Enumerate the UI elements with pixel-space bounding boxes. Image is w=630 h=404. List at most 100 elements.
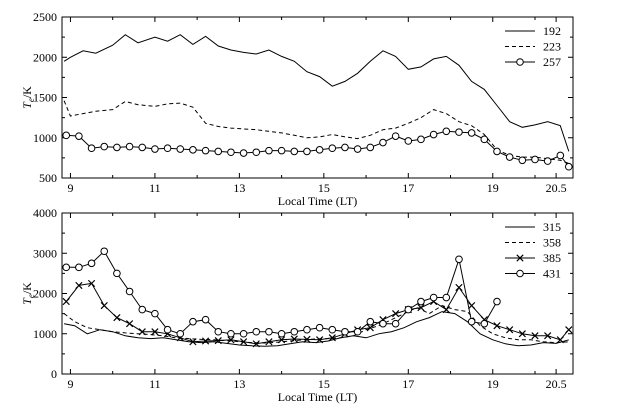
x-axis-title: Local Time (LT) — [278, 390, 358, 404]
plot-area — [62, 247, 573, 348]
data-point-431 — [100, 247, 109, 256]
data-point-385 — [417, 303, 425, 312]
plot-frame — [61, 212, 574, 375]
data-point-431 — [87, 259, 96, 268]
plot-area — [62, 34, 573, 171]
data-point-257 — [176, 145, 185, 153]
data-point-385 — [87, 279, 96, 288]
series-223 — [63, 100, 569, 164]
data-point-257 — [404, 137, 413, 145]
data-point-257 — [366, 143, 375, 152]
data-point-385 — [328, 334, 336, 342]
data-point-385 — [455, 283, 463, 292]
data-point-385 — [62, 297, 70, 306]
data-point-385 — [277, 336, 286, 344]
data-point-257 — [265, 146, 273, 155]
data-point-431 — [239, 329, 248, 338]
data-point-385 — [290, 335, 298, 343]
x-tick-label: 19 — [487, 181, 499, 195]
x-tick-label: 9 — [67, 181, 73, 195]
series-192 — [63, 34, 570, 152]
data-point-257 — [113, 143, 121, 152]
data-point-431 — [467, 317, 476, 326]
series-257 — [62, 127, 573, 171]
y-axis-unit: /K — [20, 282, 34, 294]
data-point-385 — [214, 336, 222, 345]
data-point-431 — [493, 297, 501, 306]
series-line-192 — [63, 34, 570, 152]
data-point-257 — [531, 155, 539, 164]
x-tick-label: 11 — [149, 181, 161, 195]
data-point-257 — [87, 144, 96, 153]
data-point-431 — [341, 327, 349, 336]
y-axis-title: Te/K — [20, 282, 36, 305]
data-point-431 — [113, 269, 121, 278]
data-point-431 — [315, 323, 324, 332]
x-tick-label: 15 — [318, 181, 330, 195]
data-point-385 — [252, 340, 260, 348]
data-point-257 — [75, 132, 83, 140]
x-tick-label: 20.5 — [546, 377, 567, 391]
legend-label-223: 223 — [543, 40, 561, 54]
data-point-257 — [163, 144, 172, 153]
data-point-385 — [518, 330, 526, 338]
data-point-385 — [138, 328, 146, 336]
data-point-257 — [429, 130, 438, 139]
data-point-257 — [62, 131, 71, 140]
data-point-257 — [189, 146, 197, 154]
y-tick-label: 2500 — [33, 10, 57, 24]
data-point-257 — [138, 143, 147, 152]
data-point-431 — [442, 293, 451, 302]
data-point-431 — [62, 263, 71, 272]
y-tick-label: 4000 — [33, 206, 57, 220]
x-tick-label: 9 — [67, 377, 73, 391]
bottom-panel: 9 11 13 15 17 19 20.5 0 1000 2000 3000 4000 Local Ti… — [20, 206, 574, 404]
y-axis-subscript: e — [26, 294, 36, 298]
data-point-385 — [75, 281, 83, 290]
data-point-257 — [328, 144, 337, 153]
y-tick-label: 1000 — [33, 131, 57, 145]
data-point-385 — [531, 332, 539, 340]
data-point-385 — [506, 326, 514, 334]
data-point-257 — [518, 156, 527, 165]
data-point-431 — [138, 305, 147, 314]
data-point-431 — [151, 309, 159, 318]
data-point-385 — [493, 322, 501, 330]
data-point-257 — [341, 143, 349, 152]
data-point-431 — [366, 317, 375, 326]
data-point-257 — [214, 147, 223, 156]
legend-label-431: 431 — [543, 267, 561, 281]
data-point-431 — [252, 327, 261, 336]
x-tick-label: 20.5 — [546, 181, 567, 195]
legend-marker-385 — [516, 254, 524, 262]
y-axis-subscript: e — [26, 98, 36, 102]
data-point-431 — [290, 327, 299, 336]
data-point-257 — [564, 162, 573, 171]
data-point-257 — [252, 148, 261, 157]
data-point-385 — [100, 301, 108, 310]
data-point-257 — [239, 149, 248, 157]
data-point-431 — [303, 325, 311, 334]
legend-label-358: 358 — [543, 236, 561, 250]
y-tick-label: 500 — [39, 171, 57, 185]
series-385 — [62, 279, 573, 348]
data-point-385 — [442, 305, 450, 314]
series-line-315 — [64, 311, 569, 347]
data-point-257 — [556, 151, 565, 160]
data-point-257 — [303, 147, 311, 156]
y-axis-unit: /K — [20, 86, 34, 98]
data-point-385 — [125, 320, 134, 328]
legend-label-192: 192 — [543, 24, 561, 38]
x-tick-label: 17 — [402, 377, 414, 391]
x-tick-label: 11 — [149, 377, 161, 391]
data-point-257 — [543, 157, 552, 165]
y-tick-label: 0 — [51, 367, 57, 381]
data-point-431 — [480, 319, 489, 328]
data-point-431 — [265, 327, 273, 336]
series-line-385 — [65, 282, 570, 345]
data-point-257 — [505, 153, 514, 161]
data-point-257 — [480, 135, 489, 144]
data-point-431 — [227, 329, 235, 338]
series-315 — [64, 311, 569, 347]
